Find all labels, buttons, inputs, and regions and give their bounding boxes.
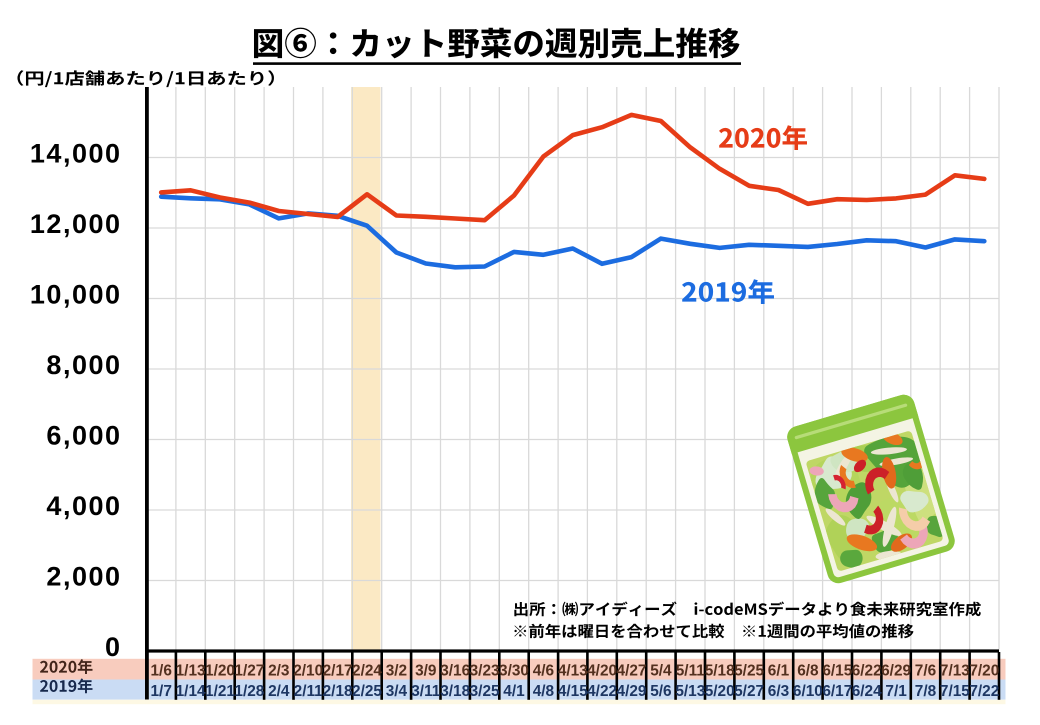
svg-text:6/29: 6/29 (881, 662, 911, 679)
svg-text:10,000: 10,000 (30, 280, 122, 310)
svg-text:2/4: 2/4 (268, 683, 290, 700)
svg-text:4/27: 4/27 (617, 662, 647, 679)
svg-text:8,000: 8,000 (46, 350, 121, 380)
svg-text:2/24: 2/24 (352, 662, 382, 679)
svg-text:7/8: 7/8 (915, 683, 937, 700)
svg-text:4/15: 4/15 (558, 683, 588, 700)
svg-text:2/17: 2/17 (323, 662, 353, 679)
svg-text:5/20: 5/20 (705, 683, 735, 700)
svg-text:3/2: 3/2 (386, 662, 407, 679)
svg-text:12,000: 12,000 (30, 209, 122, 239)
svg-text:7/13: 7/13 (940, 662, 970, 679)
svg-text:6/22: 6/22 (852, 662, 882, 679)
svg-text:6/17: 6/17 (822, 683, 852, 700)
svg-text:1/21: 1/21 (205, 683, 235, 700)
svg-text:4/6: 4/6 (533, 662, 554, 679)
svg-text:4/22: 4/22 (587, 683, 617, 700)
svg-text:0: 0 (105, 632, 122, 662)
svg-text:6/3: 6/3 (768, 683, 789, 700)
svg-text:5/18: 5/18 (705, 662, 735, 679)
svg-text:5/6: 5/6 (650, 683, 671, 700)
svg-text:7/22: 7/22 (969, 683, 999, 700)
svg-text:2/10: 2/10 (293, 662, 323, 679)
svg-text:7/1: 7/1 (885, 683, 907, 700)
svg-text:6,000: 6,000 (46, 421, 121, 451)
svg-text:3/30: 3/30 (499, 662, 529, 679)
svg-text:7/15: 7/15 (940, 683, 970, 700)
svg-text:3/9: 3/9 (415, 662, 436, 679)
svg-text:4/29: 4/29 (617, 683, 647, 700)
svg-text:5/4: 5/4 (650, 662, 672, 679)
svg-text:4/20: 4/20 (587, 662, 617, 679)
svg-text:3/18: 3/18 (440, 683, 470, 700)
svg-text:1/6: 1/6 (150, 662, 171, 679)
svg-text:4/8: 4/8 (533, 683, 555, 700)
svg-text:1/27: 1/27 (234, 662, 264, 679)
svg-text:6/10: 6/10 (793, 683, 823, 700)
svg-text:7/6: 7/6 (915, 662, 936, 679)
svg-text:1/13: 1/13 (176, 662, 206, 679)
svg-text:4/13: 4/13 (558, 662, 588, 679)
svg-text:3/25: 3/25 (470, 683, 500, 700)
svg-text:6/15: 6/15 (822, 662, 852, 679)
svg-text:2/25: 2/25 (352, 683, 382, 700)
svg-text:6/8: 6/8 (797, 662, 819, 679)
svg-text:1/14: 1/14 (176, 683, 206, 700)
svg-text:7/20: 7/20 (969, 662, 999, 679)
svg-text:4,000: 4,000 (46, 491, 121, 521)
svg-text:2/11: 2/11 (294, 683, 324, 700)
svg-text:3/11: 3/11 (411, 683, 441, 700)
svg-text:5/25: 5/25 (734, 662, 764, 679)
svg-text:2/18: 2/18 (323, 683, 353, 700)
svg-text:1/28: 1/28 (234, 683, 264, 700)
svg-text:6/1: 6/1 (768, 662, 790, 679)
svg-text:6/24: 6/24 (852, 683, 882, 700)
svg-text:5/11: 5/11 (676, 662, 706, 679)
svg-text:5/27: 5/27 (734, 683, 764, 700)
svg-text:4/1: 4/1 (503, 683, 525, 700)
svg-text:1/7: 1/7 (150, 683, 171, 700)
svg-text:14,000: 14,000 (30, 139, 122, 169)
svg-text:2,000: 2,000 (46, 562, 121, 592)
svg-text:3/23: 3/23 (470, 662, 500, 679)
svg-text:3/4: 3/4 (386, 683, 408, 700)
svg-text:5/13: 5/13 (675, 683, 705, 700)
svg-text:1/20: 1/20 (205, 662, 235, 679)
svg-text:2/3: 2/3 (268, 662, 289, 679)
svg-text:3/16: 3/16 (440, 662, 470, 679)
